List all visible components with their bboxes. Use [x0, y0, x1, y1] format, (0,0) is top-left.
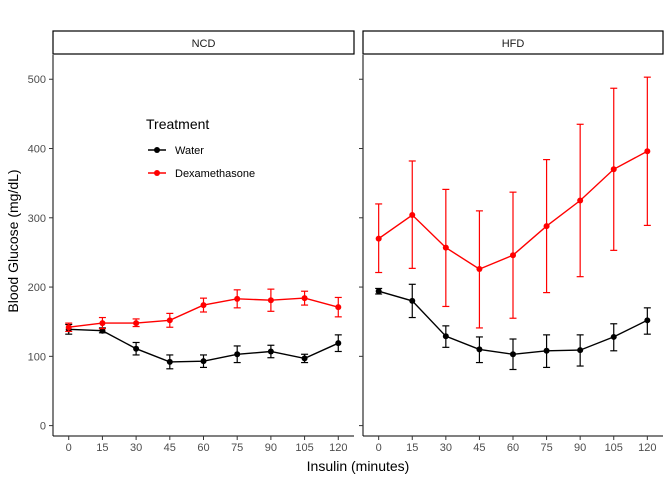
x-tick-label: 60: [197, 442, 209, 454]
data-point: [375, 235, 382, 242]
data-point: [409, 212, 416, 219]
panel-ncd: NCD 0 15 30 45 60 75 90 105 120 0 100 200 300 400 500: [28, 30, 355, 454]
data-point: [442, 244, 449, 251]
y-tick-label: 200: [28, 282, 46, 294]
data-point: [577, 197, 584, 204]
x-tick-label: 45: [164, 442, 176, 454]
data-point: [375, 288, 382, 295]
data-point: [267, 297, 274, 304]
data-point: [200, 302, 207, 309]
data-point: [133, 345, 140, 352]
x-tick-label: 120: [638, 442, 656, 454]
x-tick-label: 105: [295, 442, 313, 454]
data-point: [476, 346, 483, 353]
x-axis-label: Insulin (minutes): [307, 458, 410, 474]
data-point: [200, 358, 207, 365]
facet-strip: [52, 30, 355, 55]
data-point: [510, 252, 516, 259]
data-point: [65, 324, 72, 331]
data-point: [543, 223, 550, 230]
y-tick-label: 500: [28, 74, 46, 86]
data-point: [335, 340, 342, 347]
facet-strip-label: NCD: [192, 38, 216, 50]
legend-entry-water: Water: [148, 145, 204, 157]
x-tick-label: 120: [329, 442, 347, 454]
data-point: [133, 320, 140, 327]
legend-entry-label: Water: [175, 145, 204, 157]
data-point: [99, 320, 106, 327]
legend: Treatment Water Dexamethasone: [146, 116, 255, 180]
data-point: [610, 166, 617, 173]
series-dexamethasone: [375, 76, 651, 329]
x-tick-label: 75: [231, 442, 243, 454]
data-point: [409, 297, 416, 304]
data-point: [301, 295, 308, 302]
x-tick-label: 30: [440, 442, 452, 454]
y-tick-label: 400: [28, 144, 46, 156]
data-point: [234, 351, 241, 358]
panel-hfd: HFD 0 15 30 45 60 75 90 105 120: [359, 30, 664, 454]
legend-key-point: [154, 147, 160, 153]
series-water: [375, 283, 651, 371]
x-tick-label: 45: [473, 442, 485, 454]
x-tick-label: 15: [96, 442, 108, 454]
data-point: [577, 347, 584, 354]
series-dexamethasone: [65, 288, 342, 332]
data-point: [543, 347, 550, 354]
data-point: [644, 317, 651, 324]
x-tick-label: 30: [130, 442, 142, 454]
legend-entry-dexamethasone: Dexamethasone: [148, 168, 255, 180]
data-point: [234, 295, 241, 302]
data-point: [644, 148, 651, 155]
data-point: [166, 317, 173, 324]
legend-key-point: [154, 170, 160, 176]
x-tick-label: 60: [507, 442, 519, 454]
x-tick-label: 90: [574, 442, 586, 454]
data-point: [335, 304, 342, 311]
series-water: [65, 323, 342, 370]
data-point: [510, 351, 516, 358]
legend-entry-label: Dexamethasone: [175, 168, 255, 180]
data-point: [301, 355, 308, 362]
x-tick-label: 90: [265, 442, 277, 454]
data-point: [166, 358, 173, 365]
y-tick-label: 0: [40, 421, 46, 433]
y-tick-label: 100: [28, 351, 46, 363]
data-point: [267, 348, 274, 355]
facet-strip: [362, 30, 664, 55]
x-tick-label: 0: [376, 442, 382, 454]
y-tick-label: 300: [28, 213, 46, 225]
facet-strip-label: HFD: [502, 38, 525, 50]
data-point: [442, 333, 449, 340]
data-point: [476, 266, 483, 273]
y-axis-label: Blood Glucose (mg/dL): [5, 169, 21, 312]
x-tick-label: 15: [406, 442, 418, 454]
x-tick-label: 75: [540, 442, 552, 454]
x-tick-label: 0: [66, 442, 72, 454]
x-tick-label: 105: [605, 442, 623, 454]
data-point: [610, 333, 617, 340]
legend-title: Treatment: [146, 116, 209, 132]
